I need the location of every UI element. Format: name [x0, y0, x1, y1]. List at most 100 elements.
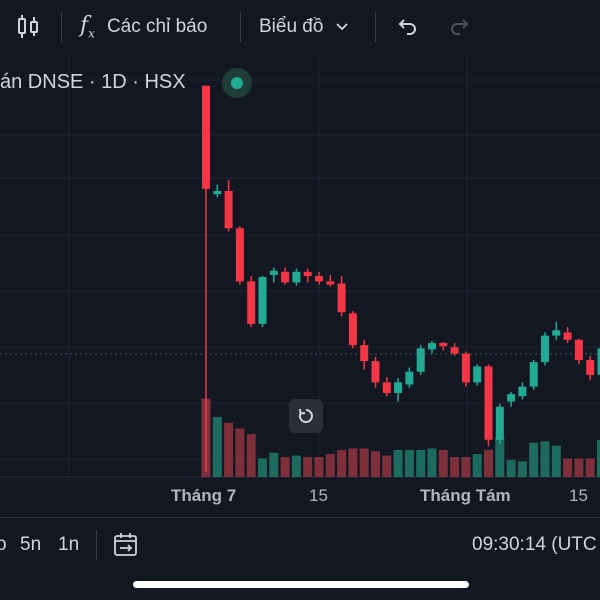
- range-button-1n[interactable]: 1n: [58, 533, 80, 555]
- candle-body: [541, 335, 549, 363]
- candle-body: [597, 348, 600, 375]
- volume-bar: [269, 452, 279, 477]
- candle-body: [326, 281, 335, 285]
- candle-body: [507, 394, 516, 402]
- x-tick-label: 15: [569, 486, 588, 505]
- candle-body: [394, 382, 403, 393]
- chart-type-label: Biểu đồ: [259, 16, 324, 37]
- chart-title: án DNSE · 1D · HSX: [0, 70, 186, 93]
- candle-body: [439, 343, 448, 347]
- volume-bar: [585, 458, 595, 477]
- candle-body: [574, 339, 583, 361]
- candle-body: [235, 228, 244, 282]
- candle-body: [360, 345, 369, 362]
- volume-bar: [371, 451, 380, 477]
- volume-bar: [337, 449, 347, 477]
- candle-body: [247, 281, 256, 324]
- volume-bar: [574, 458, 584, 477]
- volume-bar: [551, 445, 561, 477]
- toolbar-separator: [375, 12, 376, 42]
- candle-body: [461, 353, 470, 383]
- volume-bar: [416, 449, 426, 477]
- range-button[interactable]: o: [0, 533, 7, 555]
- volume-bar: [427, 448, 437, 477]
- volume-bar: [258, 458, 267, 477]
- volume-bar: [382, 455, 392, 477]
- candle-body: [202, 85, 210, 189]
- candle-body: [269, 270, 278, 275]
- candle-body: [281, 271, 290, 283]
- top-toolbar: [0, 0, 600, 54]
- volume-bar: [472, 454, 482, 477]
- candle-body: [405, 371, 414, 385]
- candle-body: [484, 366, 493, 440]
- volume-bar: [495, 437, 505, 477]
- date-range-icon[interactable]: [112, 517, 140, 572]
- volume-bar: [461, 457, 471, 477]
- candle-body: [382, 382, 391, 393]
- volume-bar: [359, 448, 369, 477]
- market-status-indicator[interactable]: [222, 68, 252, 98]
- candle-body: [224, 190, 233, 229]
- candle-body: [552, 330, 561, 336]
- toolbar-separator: [240, 12, 241, 42]
- toolbar-separator: [61, 12, 62, 42]
- volume-bar: [529, 442, 539, 477]
- volume-bar: [212, 417, 222, 477]
- x-tick-label: 15: [309, 486, 328, 505]
- volume-bar: [393, 449, 403, 477]
- volume-bar: [517, 461, 527, 477]
- candle-body: [337, 283, 346, 313]
- candle-body: [258, 277, 267, 324]
- x-tick-label: Tháng 7: [171, 486, 237, 505]
- volume-bar: [438, 449, 448, 477]
- candle-body: [292, 271, 301, 283]
- candle-body: [213, 190, 222, 195]
- candles-icon[interactable]: [14, 0, 42, 54]
- volume-bar: [303, 457, 313, 477]
- candle-body: [303, 271, 312, 277]
- home-indicator[interactable]: [133, 581, 469, 588]
- volume-bar: [450, 457, 460, 477]
- undo-icon[interactable]: [395, 0, 419, 54]
- candle-body: [371, 361, 380, 383]
- toolbar-separator: [96, 530, 97, 560]
- volume-bar: [404, 449, 414, 477]
- candle-body: [529, 362, 538, 387]
- candlestick-chart[interactable]: [0, 55, 600, 517]
- function-icon: fx: [80, 13, 95, 41]
- candle-body: [348, 313, 357, 346]
- chevron-down-icon: [335, 16, 349, 38]
- redo-icon[interactable]: [448, 0, 472, 54]
- chart-pane[interactable]: [0, 55, 600, 517]
- reset-chart-button[interactable]: [289, 399, 323, 433]
- volume-bar: [563, 458, 573, 477]
- volume-bar: [235, 428, 245, 477]
- candle-body: [450, 347, 459, 354]
- bottom-toolbar: [0, 517, 600, 573]
- clock-time[interactable]: 09:30:14 (UTC: [472, 533, 597, 555]
- candle-body: [416, 348, 425, 372]
- candle-body: [518, 386, 527, 397]
- volume-bar: [224, 422, 234, 477]
- candle-body: [315, 276, 323, 282]
- candle-body: [586, 360, 595, 375]
- status-dot-icon: [231, 77, 243, 89]
- volume-bar: [506, 459, 516, 477]
- volume-bar: [348, 448, 358, 477]
- volume-bar: [325, 454, 335, 477]
- volume-bar: [540, 441, 550, 477]
- indicators-button[interactable]: fx Các chỉ báo: [80, 0, 207, 54]
- candle-body: [563, 332, 572, 340]
- volume-bar: [484, 449, 493, 477]
- candle-body: [473, 366, 482, 383]
- volume-bar: [314, 457, 324, 477]
- chart-type-button[interactable]: Biểu đồ: [259, 0, 349, 54]
- reset-icon: [298, 408, 313, 423]
- range-button-5n[interactable]: 5n: [20, 533, 42, 555]
- indicators-label: Các chỉ báo: [106, 16, 208, 37]
- volume-bar: [246, 434, 256, 477]
- candle-body: [495, 406, 504, 440]
- candle-body: [428, 343, 436, 350]
- volume-bar: [597, 439, 600, 477]
